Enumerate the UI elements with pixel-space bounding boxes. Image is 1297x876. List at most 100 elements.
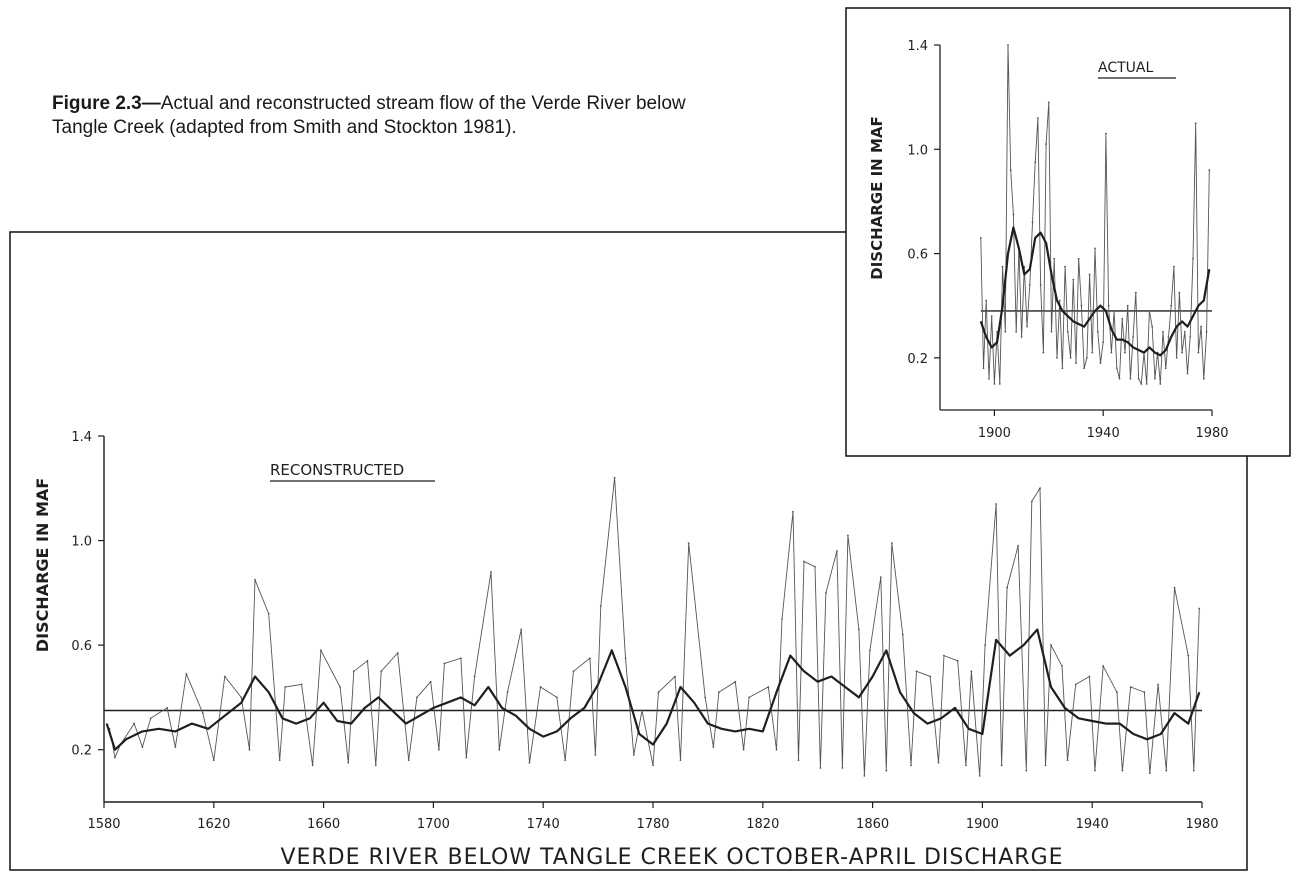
annual-point [149,717,152,720]
annual-point [1126,304,1129,307]
annual-point [141,746,144,748]
annual-point [396,652,399,654]
annual-point [1200,325,1203,328]
y-tick-label: 1.4 [71,430,92,445]
annual-point [311,764,314,767]
annual-point [1170,304,1173,307]
x-tick-label: 1940 [1087,426,1120,441]
annual-point [1061,665,1063,667]
annual-point [374,764,377,767]
y-tick-label: 1.4 [907,39,928,54]
annual-point [1096,330,1099,333]
annual-point [943,654,945,657]
annual-point [278,759,281,762]
annual-point [836,550,838,552]
x-tick-label: 1660 [307,817,340,832]
annual-point [1113,310,1115,312]
caption-dash: — [141,93,161,114]
reconstructed-series [104,476,1202,777]
annual-point [797,759,800,762]
annual-point [1030,500,1033,503]
annual-point [1194,122,1197,125]
annual-point [1115,367,1118,370]
annual-point [1143,691,1146,694]
annual-point [473,675,476,678]
reconstructed-y-axis-label: DISCHARGE IN MAF [33,478,52,652]
annual-point [641,709,643,712]
annual-point [1121,769,1124,772]
annual-point [1167,336,1170,338]
annual-point [1205,330,1208,333]
annual-point [734,680,737,683]
annual-point [1192,257,1194,260]
x-tick-label: 1980 [1185,817,1218,832]
annual-point [1189,336,1192,338]
annual-point [652,764,654,767]
annual-point [1124,351,1126,354]
annual-point [407,759,410,762]
annual-point [490,571,492,573]
y-tick-label: 0.6 [71,639,92,654]
annual-point [443,662,446,665]
moving-average-line [105,628,1201,751]
annual-point [528,761,531,764]
annual-point [993,383,996,385]
annual-point [890,542,893,545]
annual-point [599,605,602,607]
moving-average-line [979,226,1211,357]
annual-point [1175,356,1178,359]
annual-point [775,748,778,751]
caption-text: Actual and reconstructed stream flow of … [52,93,686,138]
annual-point [1178,291,1181,294]
annual-point [572,670,575,673]
annual-point [1110,351,1113,354]
reconstructed-ticks: 0.2 0.6 1.0 1.4 1580 1620 1660 1700 1740 1780 1820… [71,430,1218,832]
annual-point [1047,101,1050,104]
annual-point [1148,772,1151,775]
x-tick-label: 1940 [1076,817,1109,832]
annual-point [1094,769,1096,772]
annual-point [1034,161,1037,164]
annual-point [1164,367,1167,370]
annual-point [1173,265,1175,268]
annual-point [223,675,226,678]
annual-point [498,748,501,751]
annual-point [1066,330,1069,333]
annual-point [1045,143,1047,145]
annual-point [998,383,1001,385]
annual-point [437,748,440,751]
annual-point [1042,351,1045,354]
annual-point [185,673,188,675]
annual-point [657,691,660,694]
annual-point [803,560,805,563]
annual-point [1028,283,1031,286]
annual-point [901,633,904,636]
annual-point [1001,265,1004,268]
annual-point [704,696,707,699]
annual-point [632,754,635,756]
annual-point [1198,607,1201,610]
annual-point [1140,383,1143,385]
annual-point [1061,367,1064,370]
annual-point [915,670,918,673]
annual-point [990,315,993,318]
annual-point [929,675,932,678]
annual-point [1183,330,1186,333]
annual-point [380,670,383,673]
x-tick-label: 1900 [978,426,1011,441]
annual-point [459,657,462,660]
annual-point [814,565,816,568]
y-tick-label: 0.6 [907,248,928,263]
annual-point [965,764,967,767]
x-tick-label: 1700 [417,817,450,832]
annual-point [1083,367,1086,370]
x-tick-label: 1900 [966,817,999,832]
actual-series [979,44,1212,386]
y-tick-label: 1.0 [71,535,92,550]
annual-point [1145,383,1148,385]
annual-point [352,670,355,673]
reconstructed-title: RECONSTRUCTED [270,461,404,479]
annual-point [1020,336,1023,338]
annual-point [1077,257,1080,260]
annual-point [1026,325,1028,328]
